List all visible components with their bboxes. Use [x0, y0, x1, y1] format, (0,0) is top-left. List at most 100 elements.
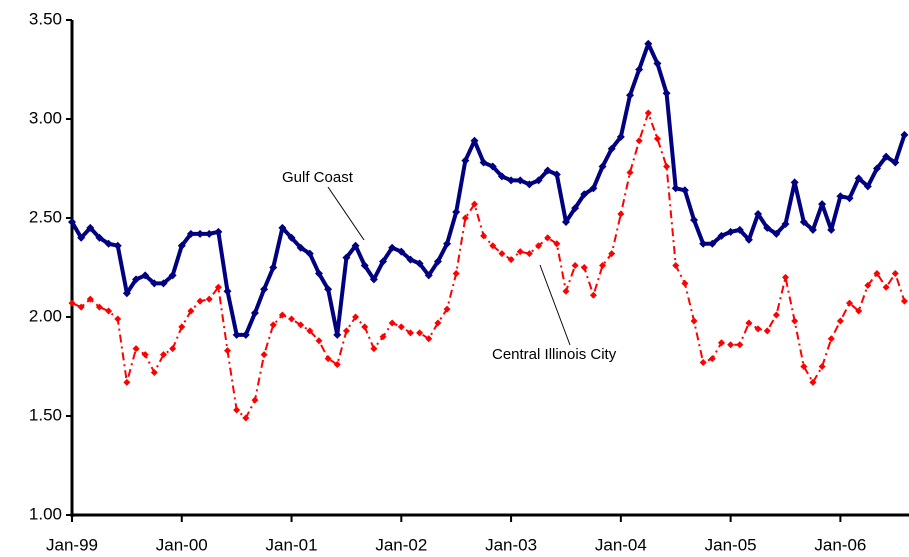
data-point	[543, 166, 552, 175]
data-point	[415, 259, 424, 268]
data-point	[708, 239, 717, 248]
y-tick-label: 1.00	[29, 504, 62, 523]
data-point	[168, 271, 177, 280]
data-point	[882, 283, 890, 291]
data-point	[260, 351, 268, 359]
data-point	[233, 406, 241, 414]
data-point	[616, 132, 625, 141]
data-point	[507, 176, 516, 185]
data-point	[891, 158, 900, 167]
y-tick-label: 2.50	[29, 207, 62, 226]
data-point	[736, 341, 744, 349]
data-point	[782, 273, 790, 281]
data-point	[186, 229, 195, 238]
series-line	[71, 112, 906, 419]
data-point	[351, 241, 360, 250]
data-point	[680, 186, 689, 195]
data-point	[882, 152, 891, 161]
data-point	[260, 285, 269, 294]
data-point	[489, 242, 497, 250]
data-point	[122, 289, 131, 298]
data-point	[507, 256, 515, 264]
data-point	[900, 297, 908, 305]
data-point	[653, 135, 661, 143]
data-point	[626, 168, 634, 176]
data-point	[297, 321, 305, 329]
data-point	[717, 339, 725, 347]
data-point	[113, 241, 122, 250]
data-point	[480, 232, 488, 240]
data-point	[278, 223, 287, 232]
data-point	[178, 323, 186, 331]
data-point	[242, 414, 250, 422]
data-point	[690, 215, 699, 224]
data-point	[342, 327, 350, 335]
data-point	[141, 351, 149, 359]
data-point	[534, 176, 543, 185]
data-point	[754, 210, 763, 219]
data-point	[333, 330, 342, 339]
data-point	[461, 156, 470, 165]
data-point	[854, 174, 863, 183]
data-point	[406, 255, 415, 264]
data-point	[443, 239, 452, 248]
data-point	[608, 250, 616, 258]
data-point	[205, 295, 213, 303]
y-tick-label: 1.50	[29, 405, 62, 424]
annotation-pointer	[327, 186, 365, 241]
data-point	[727, 341, 735, 349]
data-point	[754, 325, 762, 333]
data-point	[544, 234, 552, 242]
data-point	[424, 271, 433, 280]
y-tick-label: 3.50	[29, 9, 62, 28]
data-point	[251, 396, 259, 404]
data-point	[379, 333, 387, 341]
data-point	[86, 295, 94, 303]
y-tick-label: 3.00	[29, 108, 62, 127]
x-tick-label: Jan-03	[485, 535, 537, 554]
data-point	[516, 176, 525, 185]
data-point	[635, 65, 644, 74]
data-point	[671, 184, 680, 193]
data-point	[863, 182, 872, 191]
data-point	[663, 163, 671, 171]
data-point	[388, 243, 397, 252]
data-point	[306, 327, 314, 335]
data-point	[342, 253, 351, 262]
x-tick-label: Jan-06	[814, 535, 866, 554]
data-point	[159, 279, 168, 288]
data-point	[553, 240, 561, 248]
plot: 1.00 1.50 2.00 2.50 3.00 3.50 Jan-99 Jan-00 Jan-…	[29, 9, 909, 554]
data-point	[397, 247, 406, 256]
data-point	[809, 378, 817, 386]
annotation-pointer	[539, 264, 571, 346]
data-point	[232, 330, 241, 339]
data-point	[333, 361, 341, 369]
data-point	[470, 136, 479, 145]
data-point	[690, 317, 698, 325]
data-point	[397, 323, 405, 331]
data-point	[169, 345, 177, 353]
data-point	[827, 335, 835, 343]
data-point	[241, 330, 250, 339]
data-point	[416, 329, 424, 337]
data-point	[516, 248, 524, 256]
annotation: Central Illinois City	[492, 346, 617, 363]
data-point	[498, 250, 506, 258]
data-point	[104, 239, 113, 248]
data-point	[598, 162, 607, 171]
data-point	[800, 363, 808, 370]
data-point	[150, 279, 159, 288]
data-point	[891, 269, 899, 277]
data-point	[95, 233, 104, 242]
data-point	[653, 59, 662, 68]
data-point	[735, 225, 744, 234]
data-point	[443, 305, 451, 313]
data-point	[699, 239, 708, 248]
data-point	[836, 317, 844, 325]
data-point	[379, 257, 388, 266]
data-point	[745, 319, 753, 327]
data-point	[497, 172, 506, 181]
data-point	[717, 231, 726, 240]
data-point	[452, 208, 461, 217]
